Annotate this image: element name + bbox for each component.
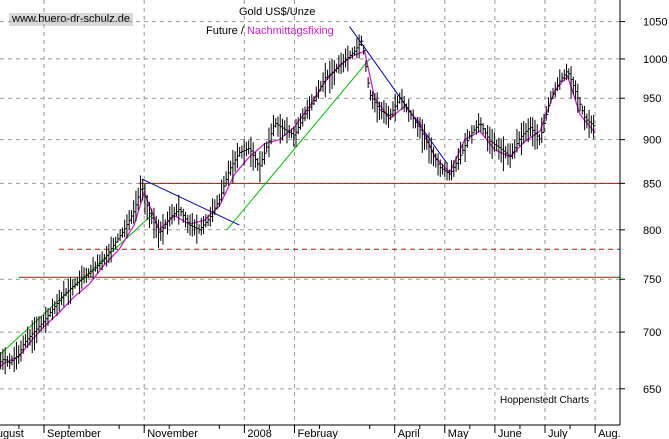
chart-grid <box>0 0 620 425</box>
x-tick-label: Aug. <box>598 428 621 439</box>
x-tick-label: May <box>448 428 469 439</box>
y-tick-label: 800 <box>643 225 661 237</box>
down-trend-line <box>141 178 240 226</box>
y-tick-label: 850 <box>643 178 661 190</box>
x-tick-label: April <box>398 428 420 439</box>
subtitle-future: Future / <box>206 25 244 37</box>
x-tick-label: June <box>498 428 522 439</box>
chart-title: Gold US$/Unze <box>239 6 316 18</box>
y-tick-label: 750 <box>643 274 661 286</box>
subtitle-fixing: Nachmittagsfixing <box>246 25 334 37</box>
y-tick-label: 900 <box>643 135 661 147</box>
trend-lines <box>0 26 448 356</box>
x-tick-label: July <box>548 428 568 439</box>
chart-credit: Hoppenstedt Charts <box>500 395 589 406</box>
support-levels <box>18 182 620 278</box>
watermark: www.buero-dr-schulz.de <box>9 13 133 26</box>
price-series <box>0 34 596 375</box>
up-trend-line <box>226 58 371 231</box>
x-tick-label: September <box>47 428 101 439</box>
y-tick-label: 1050 <box>643 17 667 29</box>
chart-subtitle: Future / Nachmittagsfixing <box>206 25 334 37</box>
x-tick-label: Februay <box>298 428 339 439</box>
down-trend-line <box>349 26 448 165</box>
y-tick-label: 950 <box>643 93 661 105</box>
fixing-line <box>0 50 596 368</box>
x-tick-label: ugust <box>0 428 24 439</box>
x-tick-label: November <box>147 428 198 439</box>
y-tick-label: 650 <box>643 384 661 396</box>
y-tick-label: 1000 <box>643 54 667 66</box>
x-tick-label: 2008 <box>247 428 271 439</box>
up-trend-line <box>0 212 155 356</box>
y-tick-label: 700 <box>643 327 661 339</box>
